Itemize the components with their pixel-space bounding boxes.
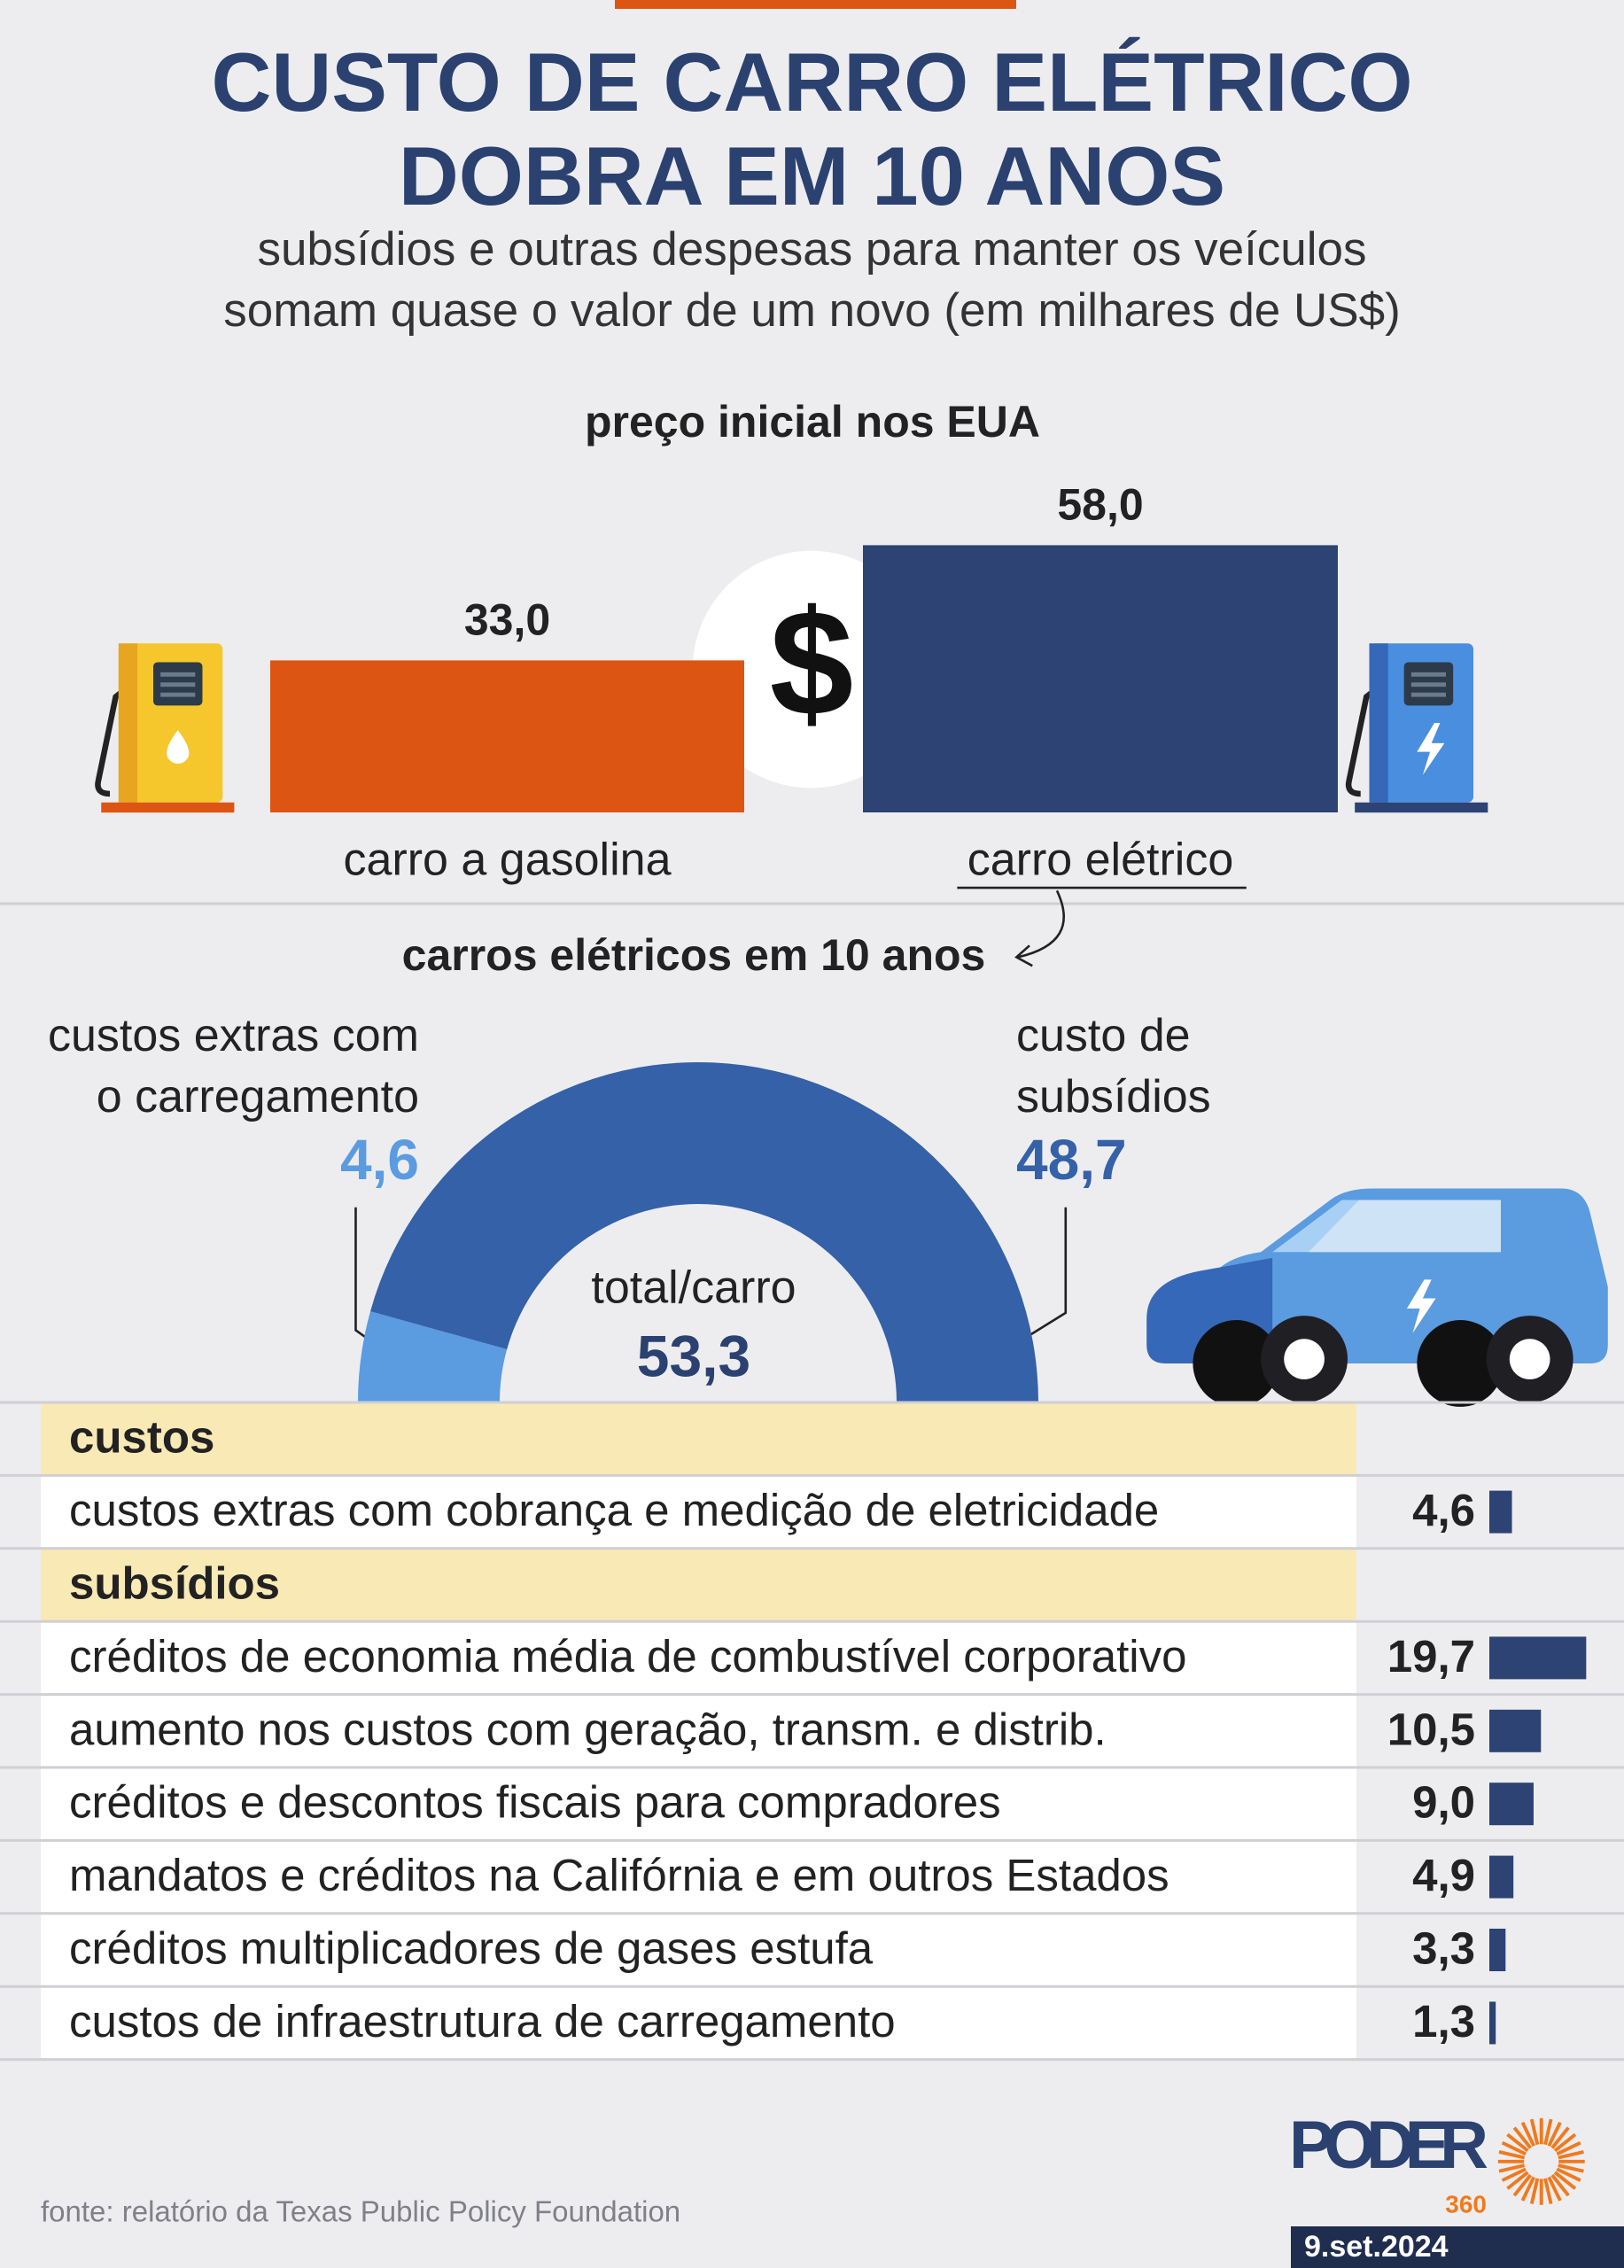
bar bbox=[1489, 1783, 1534, 1826]
row-value: 1,3 bbox=[1412, 1996, 1475, 2047]
row-label: custos de infraestrutura de carregamento bbox=[69, 1996, 896, 2047]
logo-number: 360 bbox=[1445, 2190, 1487, 2218]
segment-value: 4,6 bbox=[340, 1128, 419, 1192]
row-label: créditos multiplicadores de gases estufa bbox=[69, 1922, 874, 1973]
sun-ray bbox=[1556, 2167, 1581, 2182]
sun-ray bbox=[1520, 2176, 1535, 2202]
bar bbox=[1489, 1709, 1542, 1752]
value-label: 33,0 bbox=[464, 595, 550, 645]
car-icon bbox=[1146, 1188, 1608, 1407]
value-label: 58,0 bbox=[1057, 480, 1143, 530]
sun-ray bbox=[1550, 2173, 1570, 2197]
row-bg bbox=[41, 1913, 1356, 1987]
chart-title: carros elétricos em 10 anos bbox=[402, 930, 986, 980]
leader-line bbox=[1022, 1207, 1068, 1340]
electric-pump-icon bbox=[1345, 643, 1488, 813]
sun-ray bbox=[1556, 2140, 1581, 2156]
bar bbox=[863, 545, 1338, 812]
row-value: 3,3 bbox=[1412, 1922, 1475, 1973]
bar bbox=[1489, 1636, 1587, 1680]
sun-ray bbox=[1512, 2126, 1533, 2149]
group-header-bg bbox=[41, 1548, 1356, 1622]
sun-ray bbox=[1498, 2150, 1526, 2160]
row-value: 10,5 bbox=[1387, 1704, 1475, 1754]
sun-ray bbox=[1512, 2173, 1533, 2197]
sun-ray bbox=[1529, 2118, 1540, 2146]
group-header-bg bbox=[41, 1402, 1356, 1476]
row-bg bbox=[41, 1621, 1356, 1695]
sun-ray bbox=[1558, 2150, 1584, 2160]
date: 9.set.2024 bbox=[1304, 2230, 1449, 2264]
top-accent bbox=[615, 0, 1016, 9]
dollar-symbol: $ bbox=[770, 579, 854, 748]
row-bg bbox=[41, 1767, 1356, 1841]
sun-ray bbox=[1543, 2178, 1553, 2205]
sun-ray bbox=[1553, 2171, 1577, 2190]
row-bg bbox=[41, 1475, 1356, 1549]
sun-ray bbox=[1520, 2121, 1535, 2148]
sun-ray bbox=[1553, 2132, 1577, 2153]
group-header: custos bbox=[69, 1412, 214, 1463]
sun-ray bbox=[1498, 2163, 1526, 2173]
decorations bbox=[95, 550, 1608, 2205]
subtitle: subsídios e outras despesas para manter … bbox=[223, 223, 1401, 337]
logo-sun bbox=[1497, 2117, 1585, 2205]
row-label: créditos de economia média de combustíve… bbox=[69, 1631, 1186, 1682]
sun-ray bbox=[1547, 2176, 1562, 2202]
group-header: subsídios bbox=[69, 1557, 280, 1608]
sun-ray bbox=[1550, 2126, 1570, 2149]
segment-label: custo de subsídios bbox=[1016, 1010, 1211, 1122]
row-label: custos extras com cobrança e medição de … bbox=[69, 1485, 1159, 1535]
row-label: créditos e descontos fiscais para compra… bbox=[69, 1777, 1001, 1828]
date-box bbox=[1291, 2226, 1624, 2268]
total-label: total/carro bbox=[591, 1262, 796, 1314]
bar bbox=[1489, 1490, 1512, 1534]
arrow-head bbox=[1014, 944, 1033, 967]
bar bbox=[1489, 1855, 1514, 1899]
bar bbox=[1489, 2001, 1496, 2045]
donut-segment bbox=[370, 1061, 1038, 1402]
sun-ray bbox=[1501, 2167, 1527, 2182]
row-label: aumento nos custos com geração, transm. … bbox=[69, 1704, 1107, 1754]
row-value: 19,7 bbox=[1387, 1631, 1475, 1682]
row-label: mandatos e créditos na Califórnia e em o… bbox=[69, 1850, 1169, 1900]
gas-pump-icon bbox=[95, 643, 235, 813]
category-label: carro a gasolina bbox=[344, 835, 672, 886]
sun-ray bbox=[1529, 2178, 1540, 2205]
row-bg bbox=[41, 1986, 1356, 2060]
row-value: 9,0 bbox=[1412, 1777, 1475, 1828]
logo-name: PODER bbox=[1289, 2108, 1488, 2183]
segment-label: custos extras com o carregamento bbox=[47, 1010, 419, 1122]
row-bg bbox=[41, 1694, 1356, 1767]
sun-ray bbox=[1558, 2163, 1584, 2173]
sun-ray bbox=[1543, 2118, 1553, 2146]
sun-ray bbox=[1506, 2171, 1529, 2190]
row-value: 4,6 bbox=[1412, 1485, 1475, 1535]
bar bbox=[270, 660, 744, 812]
category-label: carro elétrico bbox=[967, 835, 1234, 886]
sun-ray bbox=[1547, 2121, 1562, 2148]
chart-title: preço inicial nos EUA bbox=[585, 397, 1040, 447]
sun-ray bbox=[1501, 2140, 1527, 2156]
total-value: 53,3 bbox=[637, 1323, 750, 1388]
sun-ray bbox=[1506, 2132, 1529, 2153]
segment-value: 48,7 bbox=[1016, 1128, 1127, 1192]
donut-segment bbox=[358, 1311, 508, 1402]
arrow bbox=[1017, 889, 1065, 959]
row-bg bbox=[41, 1840, 1356, 1914]
row-value: 4,9 bbox=[1412, 1850, 1475, 1900]
source: fonte: relatório da Texas Public Policy … bbox=[41, 2195, 680, 2228]
title: CUSTO DE CARRO ELÉTRICO DOBRA EM 10 ANOS bbox=[211, 35, 1413, 222]
bar bbox=[1489, 1929, 1506, 1971]
